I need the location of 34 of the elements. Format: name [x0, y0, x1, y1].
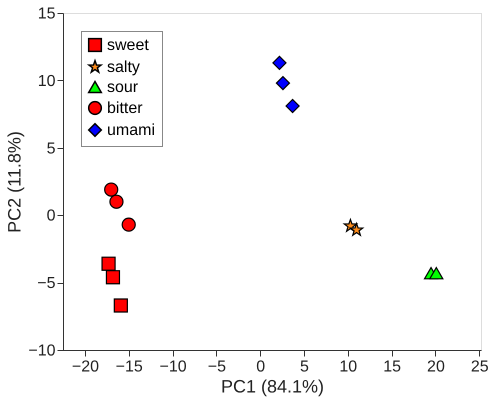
point — [122, 218, 136, 232]
point — [285, 98, 300, 114]
y-tick-label: 0 — [46, 208, 56, 225]
y-tick-label: 10 — [38, 72, 56, 90]
point — [109, 194, 124, 209]
x-tick-label: −20 — [72, 358, 100, 376]
point — [114, 298, 128, 313]
point — [276, 76, 290, 90]
y-tick-label: −5 — [37, 275, 56, 292]
legend-label: umami — [107, 122, 156, 139]
legend-label: sweet — [107, 37, 150, 54]
y-tick-label: −10 — [28, 342, 56, 360]
y-tick-label: 5 — [46, 140, 56, 158]
x-tick-label: 10 — [339, 358, 358, 376]
point — [106, 270, 120, 284]
legend-label: bitter — [107, 100, 144, 117]
x-tick-label: −10 — [159, 358, 187, 376]
x-tick-label: 5 — [300, 358, 310, 376]
point — [272, 56, 287, 70]
x-tick-label: 25 — [470, 358, 489, 376]
x-tick-label: 15 — [383, 358, 402, 376]
legend-label: sour — [107, 79, 139, 96]
point — [429, 266, 444, 280]
x-axis-title: PC1 (84.1%) — [220, 376, 324, 396]
legend-label: salty — [107, 59, 140, 76]
x-tick-label: 20 — [427, 358, 445, 376]
y-axis-title: PC2 (11.8%) — [4, 131, 24, 233]
point — [101, 256, 116, 271]
x-tick-label: −5 — [208, 358, 226, 376]
x-tick-label: 0 — [256, 358, 266, 376]
y-tick-label: 15 — [38, 6, 56, 22]
point — [104, 182, 118, 197]
x-tick-label: −15 — [116, 358, 143, 376]
point — [350, 222, 364, 236]
